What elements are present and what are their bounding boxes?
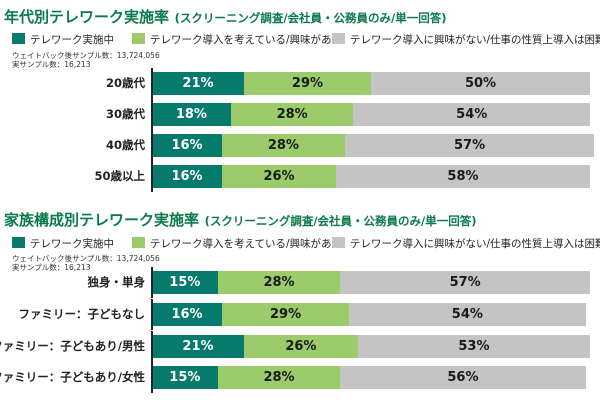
category-axis-line [151,299,153,330]
legend-label: テレワーク導入を考えている/興味がある [150,238,343,250]
bar-segment-series-1: 26% [222,165,336,188]
legend-label: テレワーク導入を考えている/興味がある [150,34,343,46]
bar-segment-series-1: 26% [243,335,358,358]
category-axis-line [151,331,153,362]
sample-line-weighted: ウェイトバック後サンプル数：13,724,056 [12,254,160,263]
category-axis-line [151,267,153,298]
chart-title: 年代別テレワーク実施率 (スクリーニング調査/会社員・公務員のみ/単一回答) [4,6,447,27]
bar-segment-series-2: 50% [371,72,590,95]
category-axis-line [151,130,153,161]
bar-row: ファミリー：子どもあり/男性 21% 26% 53% [0,331,600,362]
bar-segment-series-0: 21% [152,72,244,95]
bar-segment-series-2: 57% [344,134,595,157]
chart-title-main: 年代別テレワーク実施率 [4,8,170,26]
bar-segment-series-0: 18% [152,103,231,126]
bar-segment-series-0: 16% [152,165,223,188]
bar-segment-series-0: 15% [152,271,218,294]
bar-segment-series-0: 21% [152,335,244,358]
chart-title-main: 家族構成別テレワーク実施率 [4,211,200,229]
legend-item-interested: テレワーク導入を考えている/興味がある [132,33,342,47]
category-axis-line [151,362,153,393]
bar-row: 20歳代 21% 29% 50% [0,68,600,99]
sample-line-weighted: ウェイトバック後サンプル数：13,724,056 [12,51,160,60]
sample-line-actual: 実サンプル数：16,213 [12,60,91,69]
bar-segment-series-1: 28% [217,366,341,389]
legend-swatch [12,237,25,248]
bar-row: ファミリー：子どもあり/女性 15% 28% 56% [0,362,600,393]
legend-item-interested: テレワーク導入を考えている/興味がある [132,237,342,251]
category-label: 30歳代 [105,107,145,121]
category-label: 50歳以上 [94,169,145,183]
bar-segment-series-1: 28% [222,134,345,157]
bar-row: 30歳代 18% 28% 54% [0,99,600,130]
bar-segment-series-1: 29% [222,303,350,326]
category-label: ファミリー：子どもなし [18,307,146,321]
legend-swatch [12,33,25,44]
legend-swatch [332,237,345,248]
bar-segment-series-1: 28% [230,103,354,126]
legend-label: テレワーク導入に興味がない/仕事の性質上導入は困難 [350,34,600,46]
bar-segment-series-1: 29% [243,72,371,95]
bar-row: 40歳代 16% 28% 57% [0,130,600,161]
legend-item-not-interested: テレワーク導入に興味がない/仕事の性質上導入は困難 [332,33,600,47]
legend-label: テレワーク実施中 [30,238,114,250]
legend-label: テレワーク導入に興味がない/仕事の性質上導入は困難 [350,238,600,250]
category-label: 20歳代 [105,76,145,90]
bar-segment-series-2: 58% [335,165,590,188]
category-axis-line [151,68,153,99]
bar-segment-series-2: 57% [340,271,590,294]
bar-segment-series-0: 16% [152,303,223,326]
bar-segment-series-1: 28% [217,271,341,294]
legend-swatch [132,33,145,44]
sample-line-actual: 実サンプル数：16,213 [12,263,91,272]
legend-swatch [332,33,345,44]
category-label: 40歳代 [105,138,145,152]
bar-segment-series-2: 53% [357,335,590,358]
category-label: ファミリー：子どもあり/女性 [0,370,145,384]
legend-item-doing: テレワーク実施中 [12,237,114,251]
chart-subtitle: (スクリーニング調査/会社員・公務員のみ/単一回答) [174,11,447,25]
bar-segment-series-0: 16% [152,134,223,157]
bar-segment-series-2: 56% [340,366,586,389]
legend-label: テレワーク実施中 [30,34,114,46]
bar-segment-series-0: 15% [152,366,218,389]
legend-item-doing: テレワーク実施中 [12,33,114,47]
category-axis-line [151,161,153,192]
category-label: 独身・単身 [87,275,146,289]
category-label: ファミリー：子どもあり/男性 [0,339,145,353]
bar-row: ファミリー：子どもなし 16% 29% 54% [0,299,600,330]
chart-subtitle: (スクリーニング調査/会社員・公務員のみ/単一回答) [204,214,477,228]
legend-item-not-interested: テレワーク導入に興味がない/仕事の性質上導入は困難 [332,237,600,251]
bar-segment-series-2: 54% [349,303,586,326]
sample-size-note: ウェイトバック後サンプル数：13,724,056 実サンプル数：16,213 [12,254,160,272]
chart-section-family: 家族構成別テレワーク実施率 (スクリーニング調査/会社員・公務員のみ/単一回答)… [0,200,600,402]
chart-title: 家族構成別テレワーク実施率 (スクリーニング調査/会社員・公務員のみ/単一回答) [4,209,477,230]
bar-segment-series-2: 54% [353,103,590,126]
chart-section-age: 年代別テレワーク実施率 (スクリーニング調査/会社員・公務員のみ/単一回答) テ… [0,0,600,200]
legend-swatch [132,237,145,248]
category-axis-line [151,99,153,130]
bar-row: 50歳以上 16% 26% 58% [0,161,600,192]
bar-row: 独身・単身 15% 28% 57% [0,267,600,298]
sample-size-note: ウェイトバック後サンプル数：13,724,056 実サンプル数：16,213 [12,51,160,69]
